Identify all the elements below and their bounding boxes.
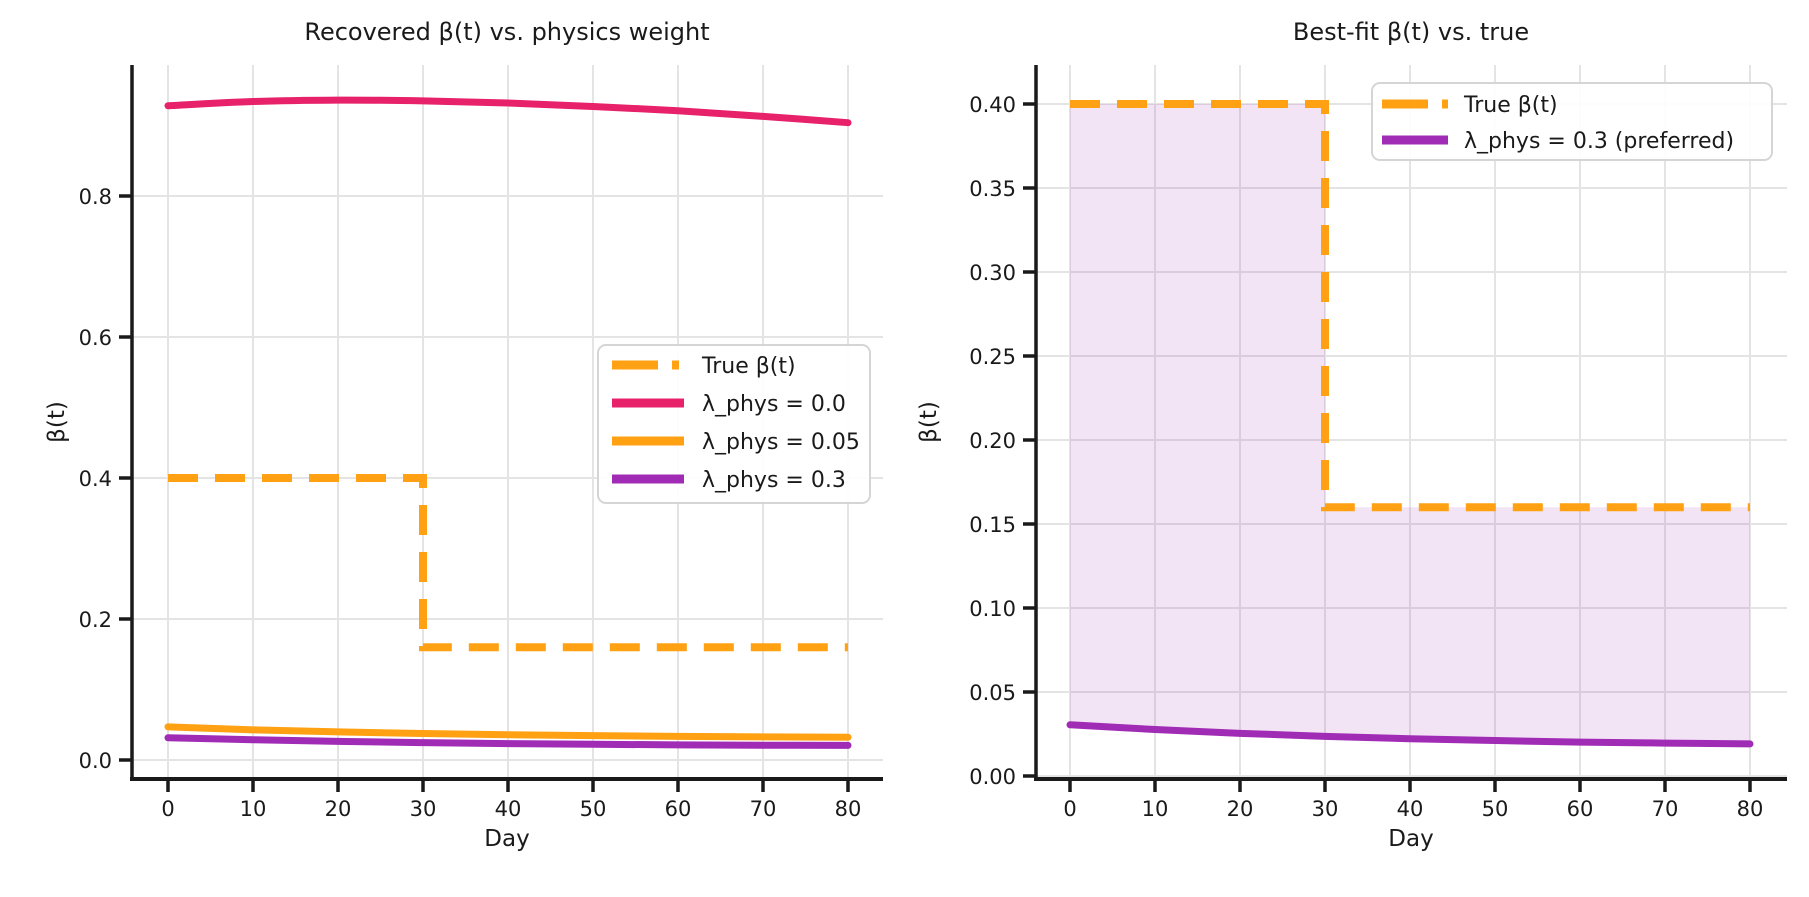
x-tick-label: 20	[1227, 797, 1254, 821]
left-chart: 0 10 20 30 40 50 60 70 80 0.0 0.2 0.4 0.6 0.8 True β(t…	[79, 65, 883, 821]
x-tick-label: 40	[1397, 797, 1424, 821]
y-tick-label: 0.6	[79, 326, 112, 350]
y-tick-label: 0.25	[969, 345, 1016, 369]
right-y-axis-label: β(t)	[916, 401, 942, 443]
y-tick-label: 0.10	[969, 597, 1016, 621]
series-line-0	[1070, 100, 1750, 512]
x-tick-label: 80	[1737, 797, 1764, 821]
x-tick-label: 80	[835, 797, 862, 821]
legend-label: λ_phys = 0.3 (preferred)	[1464, 129, 1734, 154]
x-tick-label: 30	[410, 797, 437, 821]
series-line-2	[164, 723, 852, 741]
y-tick-label: 0.30	[969, 261, 1016, 285]
y-tick-label: 0.4	[79, 467, 112, 491]
left-chart-title: Recovered β(t) vs. physics weight	[304, 18, 709, 46]
x-tick-label: 0	[1063, 797, 1076, 821]
right-chart: 0 10 20 30 40 50 60 70 80 0.00 0.05 0.10 0.15 0.20 0.2…	[969, 65, 1787, 821]
x-tick-label: 50	[1482, 797, 1509, 821]
legend-label: True β(t)	[1463, 93, 1558, 118]
x-tick-label: 60	[665, 797, 692, 821]
y-tick-label: 0.05	[969, 681, 1016, 705]
right-x-axis-label: Day	[1388, 826, 1433, 852]
y-tick-label: 0.8	[79, 185, 112, 209]
series-line-0	[168, 474, 848, 652]
legend-item: True β(t)	[1382, 93, 1558, 118]
x-tick-label: 40	[495, 797, 522, 821]
y-tick-label: 0.35	[969, 177, 1016, 201]
x-tick-label: 70	[750, 797, 777, 821]
series-line-3	[164, 734, 852, 749]
x-tick-label: 0	[161, 797, 174, 821]
x-tick-label: 10	[1142, 797, 1169, 821]
legend-item: λ_phys = 0.3 (preferred)	[1382, 129, 1734, 154]
legend: True β(t) λ_phys = 0.0 λ_phys = 0.05 λ_phys…	[597, 344, 871, 504]
legend-label: λ_phys = 0.05	[702, 430, 860, 455]
legend-item: λ_phys = 0.0	[612, 392, 846, 417]
legend-item: True β(t)	[612, 354, 796, 379]
x-tick-label: 50	[580, 797, 607, 821]
y-tick-label: 0.00	[969, 765, 1016, 789]
legend-label: λ_phys = 0.0	[702, 392, 846, 417]
legend-label: True β(t)	[701, 354, 796, 379]
series-line-1	[1066, 721, 1754, 748]
legend-box	[597, 344, 871, 504]
x-tick-label: 20	[325, 797, 352, 821]
legend-label: λ_phys = 0.3	[702, 468, 846, 493]
y-tick-label: 0.40	[969, 93, 1016, 117]
y-tick-label: 0.2	[79, 608, 112, 632]
y-tick-label: 0.15	[969, 513, 1016, 537]
x-tick-label: 60	[1567, 797, 1594, 821]
right-chart-title: Best-fit β(t) vs. true	[1293, 18, 1529, 46]
y-tick-label: 0.20	[969, 429, 1016, 453]
x-tick-label: 70	[1652, 797, 1679, 821]
y-tick-label: 0.0	[79, 749, 112, 773]
series-line-1	[164, 96, 852, 127]
x-tick-label: 30	[1312, 797, 1339, 821]
fill-between-region	[1070, 104, 1750, 744]
gridlines	[132, 65, 883, 779]
x-tick-label: 10	[240, 797, 267, 821]
legend-box	[1371, 82, 1773, 161]
legend-item: λ_phys = 0.3	[612, 468, 846, 493]
left-x-axis-label: Day	[484, 826, 529, 852]
legend-item: λ_phys = 0.05	[612, 430, 860, 455]
legend: True β(t) λ_phys = 0.3 (preferred)	[1371, 82, 1773, 161]
left-y-axis-label: β(t)	[44, 401, 70, 443]
